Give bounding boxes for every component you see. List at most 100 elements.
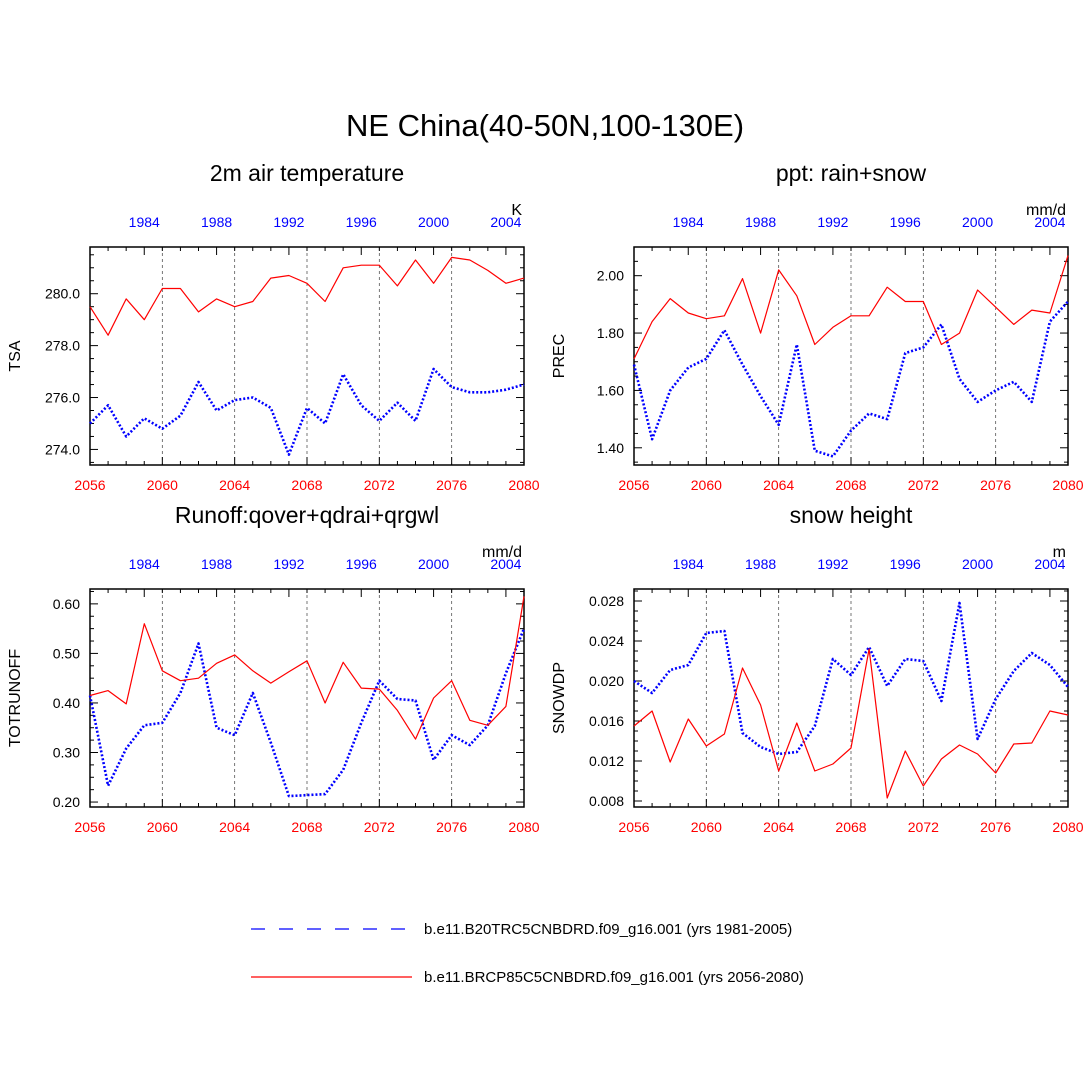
series-line-historical (88, 628, 526, 798)
units-label: K (511, 202, 522, 219)
x-top-tick-label: 1984 (673, 214, 704, 230)
figure-title: NE China(40-50N,100-130E) (345, 108, 745, 143)
x-top-tick-label: 1984 (129, 556, 160, 572)
panel-3: Runoff:qover+qdrai+qrgwl mm/d TOTRUNOFF 205… (7, 502, 540, 835)
x-bottom-tick-label: 2076 (980, 819, 1011, 835)
series-line-future (89, 256, 525, 336)
y-tick-label: 0.016 (589, 713, 624, 729)
x-bottom-tick-label: 2060 (691, 819, 722, 835)
x-bottom-tick-label: 2056 (618, 477, 649, 493)
y-axis-label: SNOWDP (551, 662, 568, 734)
panel-title: snow height (790, 502, 913, 528)
series-line-future (89, 596, 525, 740)
legend-label-historical: b.e11.B20TRC5CNBDRD.f09_g16.001 (yrs 198… (424, 921, 792, 938)
y-tick-label: 274.0 (45, 441, 80, 457)
y-axis-label: PREC (551, 334, 568, 378)
x-bottom-tick-label: 2056 (74, 819, 105, 835)
x-top-tick-label: 1992 (817, 214, 848, 230)
x-top-tick-label: 1992 (273, 556, 304, 572)
x-bottom-tick-label: 2080 (1052, 819, 1083, 835)
x-top-tick-label: 1984 (129, 214, 160, 230)
x-bottom-tick-label: 2080 (508, 477, 539, 493)
x-bottom-tick-label: 2064 (219, 477, 250, 493)
x-top-tick-label: 2004 (1034, 214, 1065, 230)
x-top-tick-label: 1992 (817, 556, 848, 572)
x-bottom-tick-label: 2064 (763, 819, 794, 835)
y-tick-label: 278.0 (45, 338, 80, 354)
x-bottom-tick-label: 2072 (908, 477, 939, 493)
x-bottom-tick-label: 2072 (364, 477, 395, 493)
x-top-tick-label: 2000 (418, 556, 449, 572)
x-bottom-tick-label: 2076 (436, 477, 467, 493)
y-tick-label: 0.012 (589, 753, 624, 769)
y-tick-label: 0.008 (589, 793, 624, 809)
x-bottom-tick-label: 2072 (364, 819, 395, 835)
y-tick-label: 0.028 (589, 593, 624, 609)
x-top-tick-label: 1996 (346, 214, 377, 230)
x-bottom-tick-label: 2064 (219, 819, 250, 835)
x-bottom-tick-label: 2064 (763, 477, 794, 493)
units-label: mm/d (482, 544, 522, 561)
panel-title: Runoff:qover+qdrai+qrgwl (175, 502, 439, 528)
legend: b.e11.B20TRC5CNBDRD.f09_g16.001 (yrs 198… (251, 921, 804, 986)
x-bottom-tick-label: 2068 (291, 819, 322, 835)
units-label: m (1053, 544, 1066, 561)
x-top-tick-label: 2000 (962, 556, 993, 572)
panel-1: 2m air temperature K TSA 2056 2060 2064 2068 20… (7, 160, 540, 493)
y-tick-label: 276.0 (45, 390, 80, 406)
series-line-historical (633, 601, 1070, 756)
units-label: mm/d (1026, 202, 1066, 219)
x-bottom-tick-label: 2060 (147, 819, 178, 835)
x-top-tick-label: 2000 (962, 214, 993, 230)
x-bottom-tick-label: 2060 (691, 477, 722, 493)
series-line-future (633, 648, 1069, 799)
y-tick-label: 0.20 (53, 794, 80, 810)
y-axis-label: TSA (7, 340, 24, 371)
x-bottom-tick-label: 2068 (835, 819, 866, 835)
x-top-tick-label: 1984 (673, 556, 704, 572)
x-bottom-tick-label: 2072 (908, 819, 939, 835)
y-tick-label: 2.00 (597, 268, 624, 284)
x-top-tick-label: 2004 (490, 556, 521, 572)
y-tick-label: 1.40 (597, 440, 624, 456)
panel-title: ppt: rain+snow (776, 160, 927, 186)
x-top-tick-label: 1988 (201, 556, 232, 572)
legend-label-future: b.e11.BRCP85C5CNBDRD.f09_g16.001 (yrs 20… (424, 969, 804, 986)
y-tick-label: 0.30 (53, 745, 80, 761)
x-top-tick-label: 2000 (418, 214, 449, 230)
x-top-tick-label: 1988 (201, 214, 232, 230)
x-top-tick-label: 2004 (1034, 556, 1065, 572)
x-bottom-tick-label: 2068 (291, 477, 322, 493)
x-bottom-tick-label: 2056 (618, 819, 649, 835)
y-tick-label: 0.40 (53, 695, 80, 711)
y-axis-label: TOTRUNOFF (7, 649, 24, 748)
x-top-tick-label: 1996 (346, 556, 377, 572)
x-top-tick-label: 1992 (273, 214, 304, 230)
x-bottom-tick-label: 2080 (1052, 477, 1083, 493)
series-line-historical (632, 300, 1069, 458)
x-bottom-tick-label: 2080 (508, 819, 539, 835)
y-tick-label: 0.020 (589, 673, 624, 689)
panel-4: snow height m SNOWDP 2056 2060 2064 2068 2072 20… (551, 502, 1084, 835)
x-top-tick-label: 1988 (745, 556, 776, 572)
x-top-tick-label: 2004 (490, 214, 521, 230)
panel-title: 2m air temperature (210, 160, 404, 186)
series-line-future (633, 255, 1069, 360)
x-bottom-tick-label: 2060 (147, 477, 178, 493)
x-bottom-tick-label: 2076 (980, 477, 1011, 493)
x-top-tick-label: 1996 (890, 556, 921, 572)
y-tick-label: 0.024 (589, 633, 624, 649)
y-tick-label: 0.60 (53, 596, 80, 612)
x-top-tick-label: 1988 (745, 214, 776, 230)
y-tick-label: 1.80 (597, 325, 624, 341)
series-line-historical (89, 367, 525, 456)
x-bottom-tick-label: 2068 (835, 477, 866, 493)
y-tick-label: 0.50 (53, 645, 80, 661)
x-bottom-tick-label: 2076 (436, 819, 467, 835)
x-top-tick-label: 1996 (890, 214, 921, 230)
x-bottom-tick-label: 2056 (74, 477, 105, 493)
panel-2: ppt: rain+snow mm/d PREC 2056 2060 2064 2068 20… (551, 160, 1084, 493)
y-tick-label: 1.60 (597, 382, 624, 398)
y-tick-label: 280.0 (45, 286, 80, 302)
